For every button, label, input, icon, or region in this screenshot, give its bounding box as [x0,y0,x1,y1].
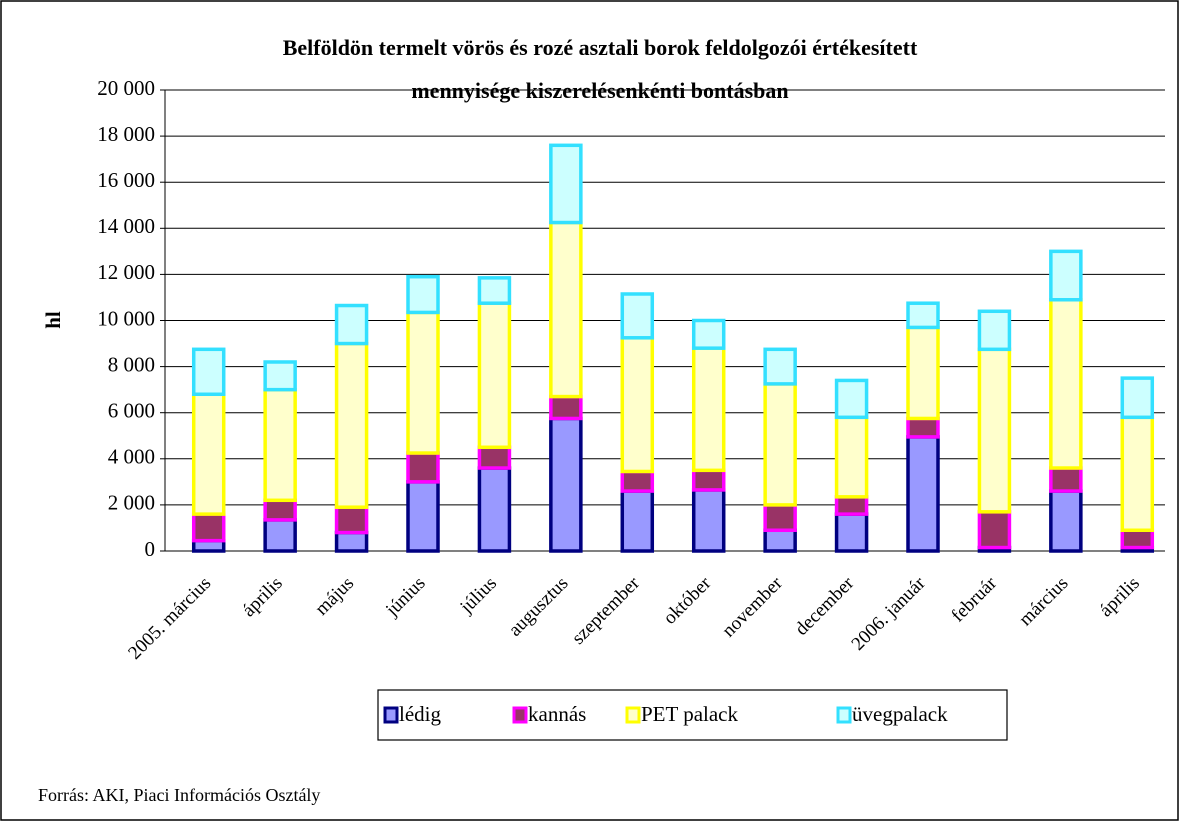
bar-segment [906,416,940,439]
bar-segment [691,468,726,492]
bar-segment [834,378,869,420]
bar-segment [906,435,940,553]
y-tick-label: 10 000 [97,306,155,330]
bar-segment [763,528,797,553]
bar-segment [477,276,512,305]
bar-segment [977,347,1012,514]
bar-segment [763,382,797,507]
bar-segment [691,488,726,553]
legend-marker [625,706,641,724]
bar-segment [406,274,440,315]
bar-segment [1049,298,1083,470]
bar-segment [477,445,512,470]
bar-segment [334,530,369,553]
y-tick-label: 16 000 [97,168,155,192]
bar-segment [1049,249,1083,302]
bar-segment [1120,415,1155,533]
legend-label: PET palack [641,702,739,726]
bar-segment [834,495,869,516]
bar-segment [263,360,297,392]
y-tick-label: 20 000 [97,76,155,100]
bar-segment [191,392,226,516]
legend-marker [836,706,852,724]
bar-segment [691,346,726,473]
legend-label: kannás [528,702,586,726]
bar-segment [620,469,655,493]
bar-segment [906,325,940,421]
bar-segment [406,451,440,484]
bar-segment [406,310,440,455]
legend-label: üvegpalack [852,702,948,726]
bar-segment [977,309,1012,352]
bar-segment [406,480,440,553]
bar-segment [1049,489,1083,553]
bar-segment [763,347,797,386]
bar-segment [834,512,869,553]
y-tick-label: 14 000 [97,214,155,238]
bar-segment [1120,528,1155,550]
y-tick-label: 8 000 [108,352,155,376]
legend [377,689,1008,741]
bar-segment [977,510,1012,550]
legend-marker [512,706,528,724]
bar-segment [263,498,297,522]
chart-title: mennyisége kiszerelésenkénti bontásban [411,78,788,103]
bar-segment [620,489,655,553]
bar-segment [620,336,655,474]
bar-segment [191,512,226,543]
legend-label: lédig [399,702,441,726]
y-tick-label: 18 000 [97,122,155,146]
bar-segment [1049,466,1083,493]
y-tick-label: 2 000 [108,491,155,515]
bar-segment [477,301,512,450]
bar-segment [263,387,297,503]
bar-segment [334,341,369,509]
bar-segment [549,143,583,225]
bar-segment [263,518,297,553]
bar-segment [477,466,512,553]
y-tick-label: 12 000 [97,260,155,284]
y-axis-label: hl [41,311,65,329]
bar-segment [620,292,655,340]
bar-segment [549,394,583,421]
bar-segment [691,318,726,350]
bar-segment [1120,376,1155,420]
bar-segment [191,347,226,397]
bar-segment [763,503,797,533]
bar-segment [334,303,369,346]
bar-segment [906,301,940,330]
legend-marker [383,706,399,724]
bar-segment [549,416,583,553]
source-note: Forrás: AKI, Piaci Információs Osztály [38,785,320,805]
y-tick-label: 6 000 [108,399,155,423]
y-tick-label: 0 [145,537,156,561]
chart-title: Belföldön termelt vörös és rozé asztali … [283,35,918,60]
bar-segment [834,415,869,499]
y-tick-label: 4 000 [108,445,155,469]
bar-segment [334,505,369,535]
bar-segment [549,220,583,399]
